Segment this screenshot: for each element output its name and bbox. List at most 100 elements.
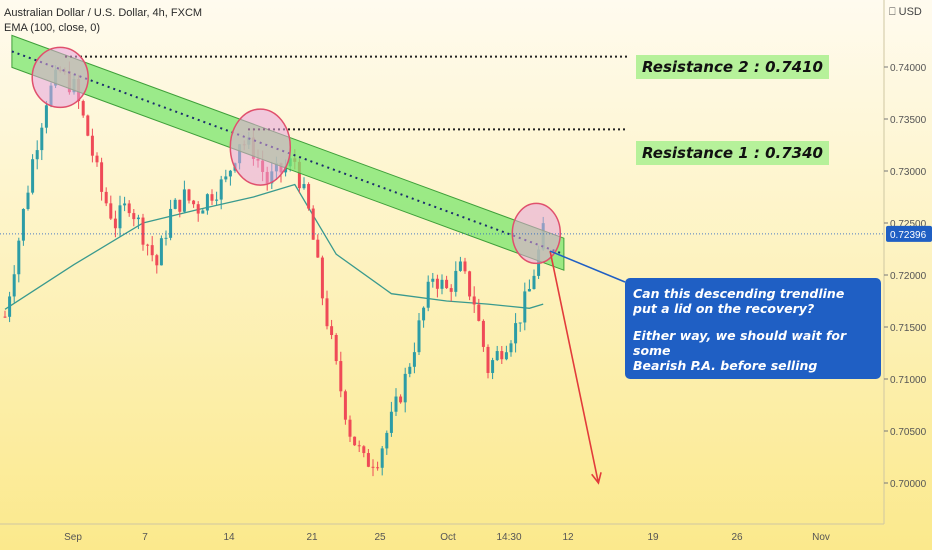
candle-body[interactable] [348,419,352,437]
candle-body[interactable] [219,179,223,200]
candle-body[interactable] [445,279,449,289]
candle-body[interactable] [8,296,12,317]
last-price-tag[interactable] [886,225,932,242]
candle-body[interactable] [481,320,485,347]
candle-body[interactable] [500,351,504,360]
candle-body[interactable] [339,361,343,392]
candle-body[interactable] [123,203,127,206]
candle-body[interactable] [366,453,370,467]
candle-body[interactable] [468,271,472,297]
candle-body[interactable] [357,445,361,447]
highlight-circle[interactable] [229,108,292,186]
candle-body[interactable] [302,184,306,189]
candle-body[interactable] [182,189,186,212]
candle-body[interactable] [371,466,375,468]
candle-body[interactable] [196,204,200,214]
candle-body[interactable] [514,323,518,344]
candle-body[interactable] [334,335,338,362]
resistance-1-label[interactable]: Resistance 1 : 0.7340 [636,141,829,165]
candle-body[interactable] [325,298,329,327]
candle-body[interactable] [150,245,154,256]
candle-body[interactable] [40,127,44,151]
candle-body[interactable] [463,261,467,272]
candle-body[interactable] [12,274,16,297]
candle-body[interactable] [21,208,25,241]
indicator-label[interactable]: EMA (100, close, 0) [4,22,100,34]
candle-body[interactable] [169,208,173,238]
candle-body[interactable] [518,322,522,324]
candle-body[interactable] [192,200,196,205]
candle-body[interactable] [343,391,347,420]
candle-body[interactable] [187,189,191,201]
candle-body[interactable] [201,210,205,214]
candle-body[interactable] [399,396,403,403]
highlight-circle[interactable] [31,46,89,109]
candle-body[interactable] [408,366,412,374]
candle-body[interactable] [523,291,527,323]
candle-body[interactable] [90,135,94,156]
candle-body[interactable] [307,184,311,209]
candle-body[interactable] [141,217,145,245]
highlight-circle[interactable] [511,202,562,265]
candle-body[interactable] [426,281,430,308]
candle-body[interactable] [458,261,462,271]
candle-body[interactable] [35,150,39,160]
candle-body[interactable] [389,411,393,433]
candle-body[interactable] [113,218,117,229]
candle-body[interactable] [104,191,108,204]
candle-body[interactable] [100,162,104,192]
candle-body[interactable] [155,255,159,266]
candle-body[interactable] [376,467,380,469]
candle-body[interactable] [412,352,416,367]
candle-body[interactable] [527,288,531,292]
currency-button[interactable]: ⎕ USD [889,6,922,19]
candle-body[interactable] [210,194,214,201]
candle-body[interactable] [159,238,163,266]
drawings[interactable] [11,34,628,485]
candle-body[interactable] [320,257,324,299]
candle-body[interactable] [417,320,421,353]
candle-body[interactable] [127,203,131,214]
candle-body[interactable] [440,279,444,289]
candle-body[interactable] [3,316,7,318]
candle-body[interactable] [17,240,21,275]
candle-body[interactable] [504,352,508,360]
candle-body[interactable] [486,346,490,373]
candle-body[interactable] [330,326,334,336]
candle-body[interactable] [26,192,30,209]
candle-body[interactable] [431,278,435,282]
candle-body[interactable] [532,275,536,289]
candle-body[interactable] [284,166,288,173]
candle-body[interactable] [146,244,150,246]
candle-body[interactable] [215,199,219,201]
resistance-2-label[interactable]: Resistance 2 : 0.7410 [636,55,829,79]
candle-body[interactable] [164,237,168,239]
candle-body[interactable] [477,304,481,321]
candle-body[interactable] [472,296,476,305]
candle-body[interactable] [109,203,113,219]
candle-body[interactable] [385,432,389,449]
candle-body[interactable] [205,194,209,211]
candle-body[interactable] [449,288,453,292]
candle-body[interactable] [297,161,301,189]
candle-body[interactable] [136,217,140,220]
forecast-arrow-line[interactable] [549,250,600,484]
candle-body[interactable] [173,199,177,209]
candle-body[interactable] [316,239,320,258]
candle-body[interactable] [435,278,439,289]
candle-body[interactable] [380,448,384,468]
candle-body[interactable] [311,208,315,240]
candle-body[interactable] [178,199,182,212]
candle-body[interactable] [495,351,499,361]
candle-body[interactable] [454,270,458,292]
candle-body[interactable] [228,170,232,177]
callout-box[interactable]: Can this descending trendline put a lid … [625,278,881,379]
candle-body[interactable] [224,176,228,180]
candle-body[interactable] [44,105,48,128]
candle-body[interactable] [491,360,495,373]
candle-body[interactable] [81,101,85,116]
candle-body[interactable] [394,396,398,412]
candle-body[interactable] [132,213,136,220]
